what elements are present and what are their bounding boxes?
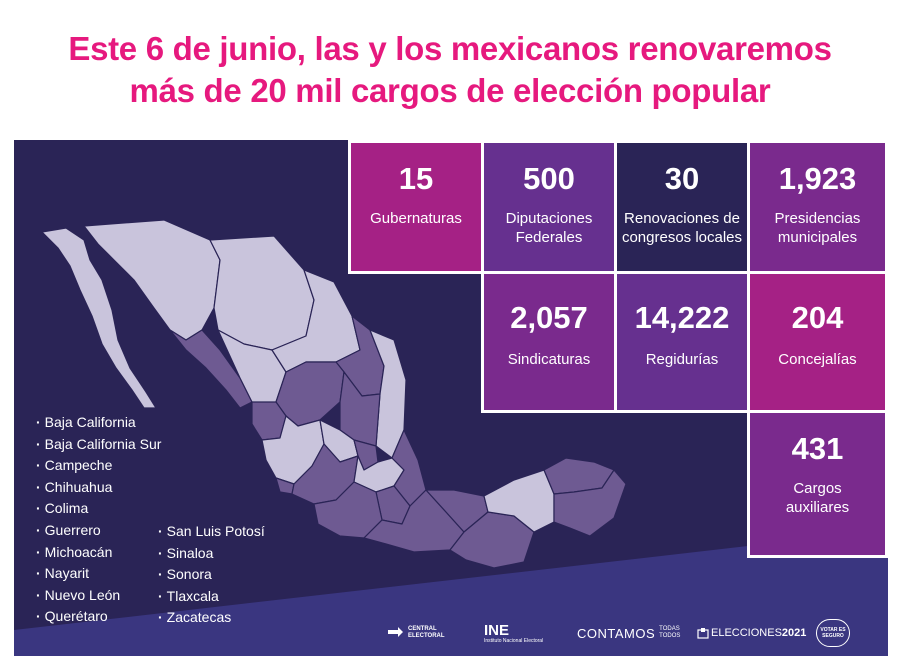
state-item: San Luis Potosí xyxy=(158,521,265,543)
tile-label: Regidurías xyxy=(645,351,719,368)
tile-value: 2,057 xyxy=(510,300,588,335)
state-item: Zacatecas xyxy=(158,607,265,629)
logo-elecciones-2021: ELECCIONES 2021 xyxy=(697,618,806,648)
mexico-map xyxy=(41,219,627,569)
tile-label: Cargos auxiliares xyxy=(785,480,850,516)
tile-concejalias: 204 Concejalías xyxy=(747,271,888,413)
state-item: Chihuahua xyxy=(36,477,161,499)
state-item: Baja California xyxy=(36,412,161,434)
tile-renovaciones-congresos: 30 Renovaciones de congresos locales xyxy=(614,140,750,274)
quintana-roo xyxy=(553,469,627,537)
arrows-icon xyxy=(388,627,403,637)
ballot-icon xyxy=(697,628,709,639)
states-list-1: Baja California Baja California Sur Camp… xyxy=(36,412,162,628)
ine-wordmark: INE xyxy=(484,621,510,639)
tile-diputaciones-federales: 500 Diputaciones Federales xyxy=(481,140,617,274)
tile-label: Presidencias municipales xyxy=(774,210,861,246)
infographic-panel: 15 Gubernaturas 500 Diputaciones Federal… xyxy=(14,140,888,656)
chihuahua xyxy=(209,235,315,351)
tile-regidurias: 14,222 Regidurías xyxy=(614,271,750,413)
logo-votar-es-seguro: VOTAR ES SEGURO xyxy=(816,618,850,648)
tile-value: 500 xyxy=(523,161,575,196)
tile-label: Gubernaturas xyxy=(370,210,462,227)
mask-icon: VOTAR ES SEGURO xyxy=(816,619,850,647)
tile-value: 30 xyxy=(664,161,700,196)
logo-ine: INE Instituto Nacional Electoral xyxy=(484,618,543,648)
state-item: Guerrero xyxy=(36,520,161,542)
logos-bar: CENTRAL ELECTORAL INE Instituto Nacional… xyxy=(0,618,900,648)
tile-label: Sindicaturas xyxy=(507,351,591,368)
state-item: Querétaro xyxy=(36,606,161,628)
baja-california xyxy=(41,227,157,409)
tile-value: 431 xyxy=(791,431,844,466)
tile-label: Concejalías xyxy=(778,351,857,368)
state-item: Campeche xyxy=(36,455,161,477)
tile-gubernaturas: 15 Gubernaturas xyxy=(348,140,484,274)
state-item: Sonora xyxy=(158,564,265,586)
state-item: Colima xyxy=(36,498,161,520)
state-item: Nayarit xyxy=(36,563,161,585)
tile-value: 1,923 xyxy=(778,161,857,196)
logo-central-electoral: CENTRAL ELECTORAL xyxy=(386,618,448,648)
states-list-2: San Luis Potosí Sinaloa Sonora Tlaxcala … xyxy=(158,521,265,629)
state-item: Sinaloa xyxy=(158,543,265,565)
tile-value: 204 xyxy=(791,300,844,335)
tile-value: 14,222 xyxy=(634,300,730,335)
state-item: Baja California Sur xyxy=(36,434,162,456)
logo-contamos: CONTAMOS TODAS TODOS xyxy=(577,625,681,641)
ine-subtitle: Instituto Nacional Electoral xyxy=(484,637,544,644)
headline: Este 6 de junio, las y los mexicanos ren… xyxy=(0,28,900,112)
tile-label: Renovaciones de congresos locales xyxy=(621,210,743,246)
tile-label: Diputaciones Federales xyxy=(505,210,593,246)
state-item: Michoacán xyxy=(36,542,161,564)
headline-line-2: más de 20 mil cargos de elección popular xyxy=(129,72,771,109)
tile-presidencias-municipales: 1,923 Presidencias municipales xyxy=(747,140,888,274)
state-item: Nuevo León xyxy=(36,585,161,607)
tile-value: 15 xyxy=(398,161,434,196)
state-item: Tlaxcala xyxy=(158,586,265,608)
tile-cargos-auxiliares: 431 Cargos auxiliares xyxy=(747,410,888,558)
headline-line-1: Este 6 de junio, las y los mexicanos ren… xyxy=(68,30,832,67)
tile-sindicaturas: 2,057 Sindicaturas xyxy=(481,271,617,413)
